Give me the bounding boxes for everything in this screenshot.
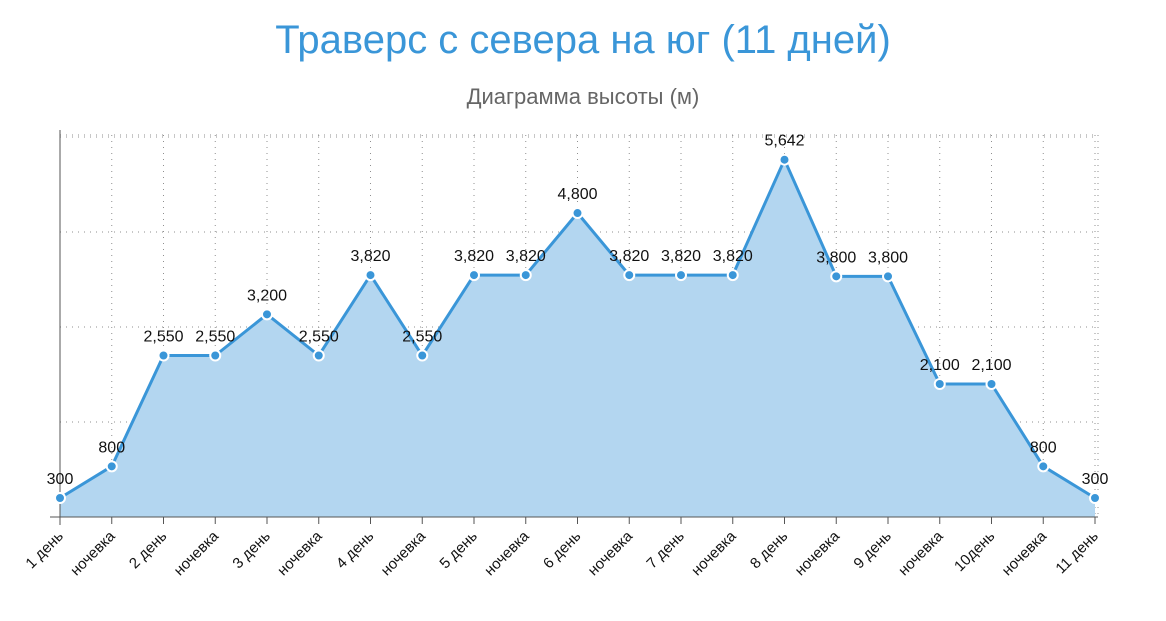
data-label: 3,820 [661, 248, 701, 265]
elevation-area [60, 159, 1095, 517]
x-tick-label: ночевка [67, 527, 119, 579]
x-tick-label: 1 день [22, 528, 66, 572]
x-tick-label: ночевка [274, 527, 326, 579]
data-point [882, 270, 894, 283]
x-tick-labels: 1 день ночевка 2 день ночевка 3 день ночевка 4… [22, 527, 1101, 579]
data-point [726, 269, 739, 282]
data-point [1089, 492, 1101, 505]
data-label: 2,100 [971, 357, 1011, 374]
data-point [261, 308, 273, 321]
data-points [54, 153, 1101, 505]
data-point [209, 349, 222, 362]
data-label: 3,820 [350, 248, 390, 265]
x-tick-label: 7 день [643, 528, 687, 572]
data-label: 300 [1082, 471, 1109, 488]
data-point [157, 349, 170, 362]
data-point [830, 270, 843, 283]
x-tick-label: ночевка [481, 527, 533, 579]
x-tick-label: 5 день [436, 528, 480, 572]
data-point [312, 349, 325, 362]
x-tick-label: ночевка [688, 527, 740, 579]
chart-title: Траверс с севера на юг (11 дней) [275, 18, 891, 62]
data-label: 2,550 [143, 329, 183, 346]
x-tick-label: ночевка [171, 527, 223, 579]
x-tick-label: ночевка [585, 527, 637, 579]
data-label: 3,800 [868, 249, 908, 266]
data-point [54, 492, 66, 505]
data-point [675, 269, 687, 282]
data-label: 2,550 [195, 329, 235, 346]
data-label: 4,800 [557, 186, 597, 203]
data-point [933, 378, 946, 391]
data-label: 3,820 [506, 248, 546, 265]
x-tick-label: 2 день [126, 528, 170, 572]
data-label: 3,820 [609, 248, 649, 265]
data-point [985, 378, 998, 391]
x-tick-label: 8 день [747, 528, 791, 572]
data-point [623, 269, 636, 282]
x-tick-label: 9 день [850, 528, 894, 572]
chart-subtitle: Диаграмма высоты (м) [466, 84, 700, 109]
x-tick-label: ночевка [999, 527, 1051, 579]
x-tick-label: 6 день [540, 528, 584, 572]
data-label: 2,100 [920, 357, 960, 374]
data-point [519, 269, 532, 282]
x-tick-label: 11 день [1052, 528, 1102, 578]
data-point [105, 460, 118, 473]
x-tick-label: 3 день [229, 528, 273, 572]
data-label: 3,820 [454, 248, 494, 265]
data-label: 3,800 [816, 249, 856, 266]
data-point [778, 153, 791, 166]
data-point [364, 269, 377, 282]
x-tick-label: ночевка [792, 527, 844, 579]
data-point [571, 207, 584, 220]
data-label: 2,550 [299, 329, 339, 346]
x-tick-label: ночевка [378, 527, 430, 579]
data-label: 2,550 [402, 329, 442, 346]
data-label: 5,642 [764, 133, 804, 150]
data-label: 3,820 [713, 248, 753, 265]
data-point [468, 269, 480, 282]
data-labels: 300 800 2,550 2,550 3,200 2,550 3,820 2,550 3,82… [47, 133, 1109, 488]
data-label: 800 [98, 439, 125, 456]
data-point [1037, 460, 1050, 473]
x-tick-label: 10день [951, 528, 998, 575]
x-tick-label: 4 день [333, 528, 377, 572]
x-axis-ticks [59, 517, 1096, 524]
data-label: 300 [47, 471, 74, 488]
data-point [416, 349, 429, 362]
data-label: 3,200 [247, 287, 287, 304]
x-tick-label: ночевка [895, 527, 947, 579]
data-label: 800 [1030, 439, 1057, 456]
